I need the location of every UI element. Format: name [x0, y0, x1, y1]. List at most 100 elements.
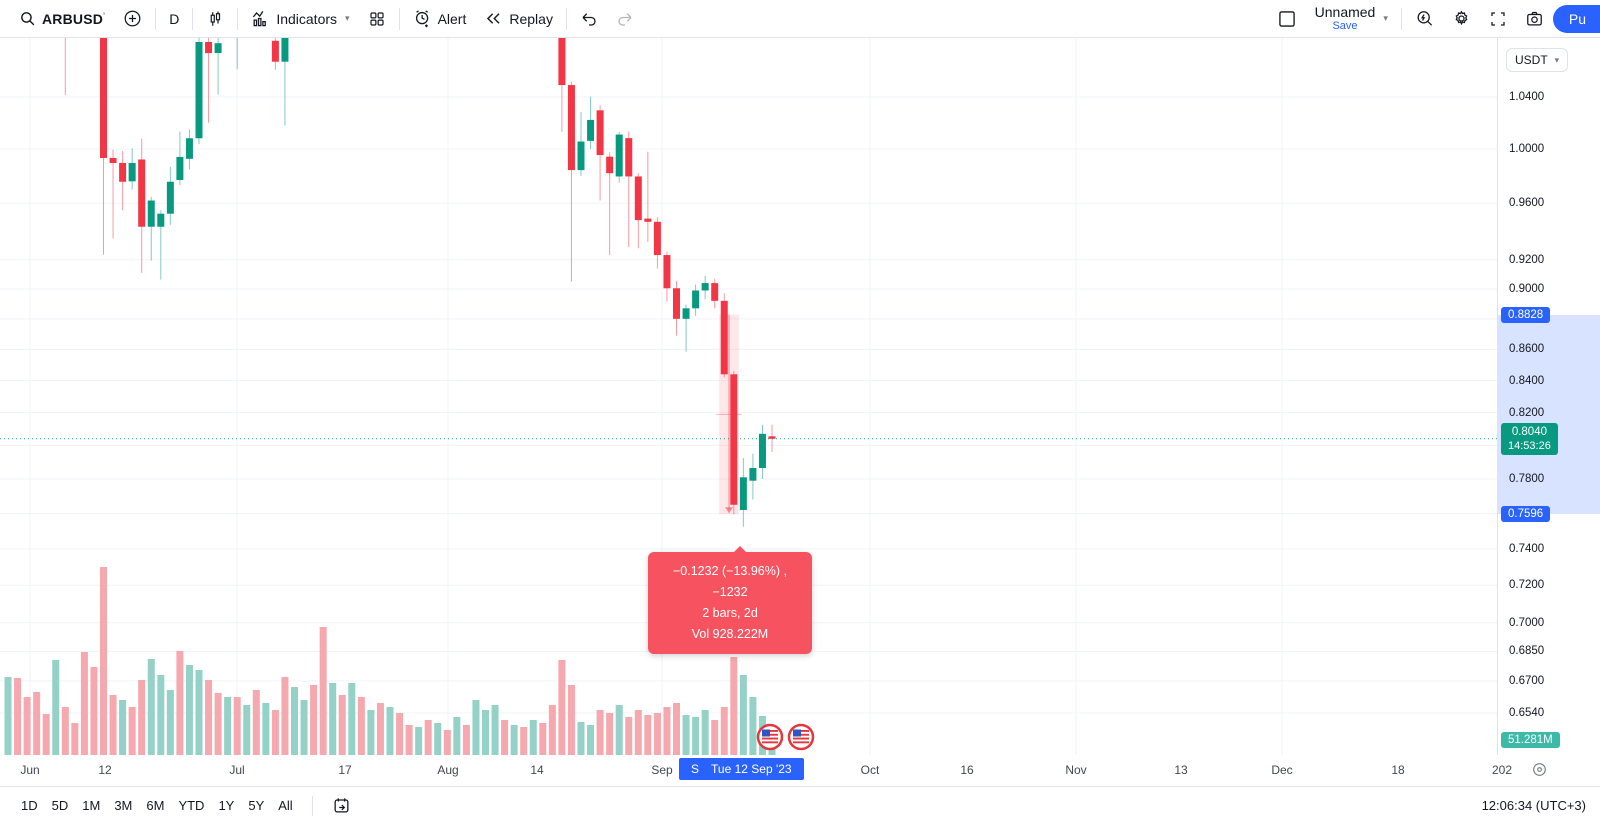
quick-search-button[interactable]	[1406, 5, 1443, 33]
time-tick-label: Jun	[20, 763, 40, 777]
session-marker: S	[691, 762, 700, 776]
price-tick-label: 1.0000	[1509, 143, 1545, 156]
volume-bar	[61, 707, 69, 755]
volume-bar	[128, 707, 136, 755]
volume-bar	[711, 720, 719, 755]
range-button-5d[interactable]: 5D	[51, 797, 69, 813]
volume-badge: 51.281M	[1501, 731, 1560, 748]
snapshot-button[interactable]	[1516, 5, 1553, 33]
time-tick-label: Sep	[651, 763, 673, 777]
candle-body	[730, 374, 738, 505]
gear-icon	[1455, 10, 1468, 26]
clock-utc-label[interactable]: 12:06:34 (UTC+3)	[1481, 798, 1586, 813]
indicator-templates-button[interactable]	[359, 5, 395, 33]
candle-body	[615, 134, 623, 177]
top-toolbar: ARBUSD' D Indicators ▾	[0, 0, 1600, 38]
search-icon	[21, 12, 35, 26]
time-tick-label: Oct	[860, 763, 880, 777]
candle-body	[606, 156, 614, 174]
fullscreen-button[interactable]	[1480, 5, 1516, 33]
candle-body	[109, 158, 117, 163]
volume-bar	[567, 685, 575, 755]
layout-name-button[interactable]: Unnamed Save ▾	[1306, 5, 1397, 33]
volume-bar	[482, 710, 489, 755]
candle-body	[625, 138, 633, 177]
range-button-1y[interactable]: 1Y	[218, 797, 235, 813]
range-button-5y[interactable]: 5Y	[248, 797, 265, 813]
candle-body	[758, 433, 766, 468]
volume-bar	[157, 675, 165, 755]
volume-bar	[138, 680, 146, 755]
go-to-date-button[interactable]	[325, 792, 358, 819]
price-axis[interactable]: 1.0400 1.0000 0.9600 0.9200 0.9000 0.8600 0.84…	[1497, 38, 1600, 755]
candlestick-icon	[210, 11, 221, 26]
volume-bar	[558, 660, 566, 755]
volume-bar	[663, 707, 671, 755]
chevron-down-icon[interactable]: ▾	[1383, 13, 1388, 23]
volume-bar	[405, 725, 413, 755]
save-link[interactable]: Save	[1332, 19, 1358, 32]
candle-body	[673, 288, 680, 319]
settings-button[interactable]	[1443, 5, 1480, 33]
volume-bar	[357, 697, 365, 755]
compare-add-symbol-button[interactable]	[114, 5, 151, 33]
volume-bar	[205, 680, 213, 755]
volume-bar	[376, 703, 384, 755]
volume-bar	[329, 683, 337, 755]
price-tick-label: 0.7200	[1509, 579, 1545, 592]
range-button-3m[interactable]: 3M	[114, 797, 133, 813]
bar-countdown: 14:53:26	[1508, 439, 1551, 452]
publish-button[interactable]: Pu	[1552, 4, 1600, 33]
candle-body	[558, 38, 566, 86]
volume-bar	[529, 720, 537, 755]
price-tick-label: 0.8600	[1509, 343, 1545, 356]
toolbar-separator	[565, 7, 567, 30]
layout-select-button[interactable]	[1268, 5, 1306, 33]
timeframe-button[interactable]: D	[160, 5, 188, 33]
range-button-1m[interactable]: 1M	[82, 797, 101, 813]
volume-bar	[4, 677, 12, 755]
last-price-value: 0.8040	[1511, 425, 1547, 438]
range-button-all[interactable]: All	[278, 797, 293, 813]
volume-bar	[214, 693, 222, 755]
chevron-down-icon[interactable]: ▾	[345, 13, 350, 23]
volume-bar	[195, 670, 203, 755]
replay-button[interactable]: Replay	[475, 5, 562, 33]
candle-body	[157, 213, 165, 227]
volume-bar	[367, 710, 375, 755]
currency-toggle-button[interactable]: USDT ▾	[1506, 48, 1569, 72]
replay-icon	[487, 13, 500, 24]
chart-pane[interactable]: −0.1232 (−13.96%) , −1232 2 bars, 2d Vol…	[0, 38, 1497, 755]
toolbar-separator	[237, 7, 239, 30]
undo-button[interactable]	[571, 5, 607, 33]
last-price-badge: 0.8040 14:53:26	[1501, 422, 1558, 455]
candle-body	[176, 156, 184, 180]
candle-body	[682, 308, 690, 319]
symbol-search-button[interactable]: ARBUSD'	[10, 5, 114, 33]
volume-bar	[596, 710, 604, 755]
time-axis-settings-icon[interactable]	[1531, 761, 1548, 781]
volume-bar	[224, 697, 232, 755]
time-axis[interactable]: Jun 12 Jul 17 Aug 14 Sep Oct 16 Nov 13 Dec 18 202 S T…	[0, 755, 1600, 786]
volume-bar	[42, 714, 50, 755]
volume-bar	[615, 705, 623, 755]
measure-date-badge: S Tue 12 Sep '23	[679, 758, 804, 780]
chart-style-button[interactable]	[197, 5, 233, 33]
volume-bar	[23, 697, 31, 755]
layout-square-icon	[1278, 10, 1295, 27]
alert-button[interactable]: Alert	[404, 5, 476, 33]
volume-bar	[520, 727, 528, 755]
range-button-1d[interactable]: 1D	[21, 797, 38, 813]
candle-body	[596, 110, 604, 156]
indicators-button[interactable]: Indicators ▾	[242, 5, 358, 33]
range-button-ytd[interactable]: YTD	[178, 797, 205, 813]
time-tick-label: 16	[960, 763, 974, 777]
redo-icon	[618, 12, 632, 26]
layout-name: Unnamed Save	[1315, 5, 1376, 33]
redo-button[interactable]	[607, 5, 643, 33]
range-button-6m[interactable]: 6M	[146, 797, 165, 813]
range-buttons: 1D 5D 1M 3M 6M YTD 1Y 5Y All	[14, 792, 358, 819]
time-tick-label: 17	[338, 763, 352, 777]
price-tick-label: 0.6700	[1509, 674, 1545, 687]
